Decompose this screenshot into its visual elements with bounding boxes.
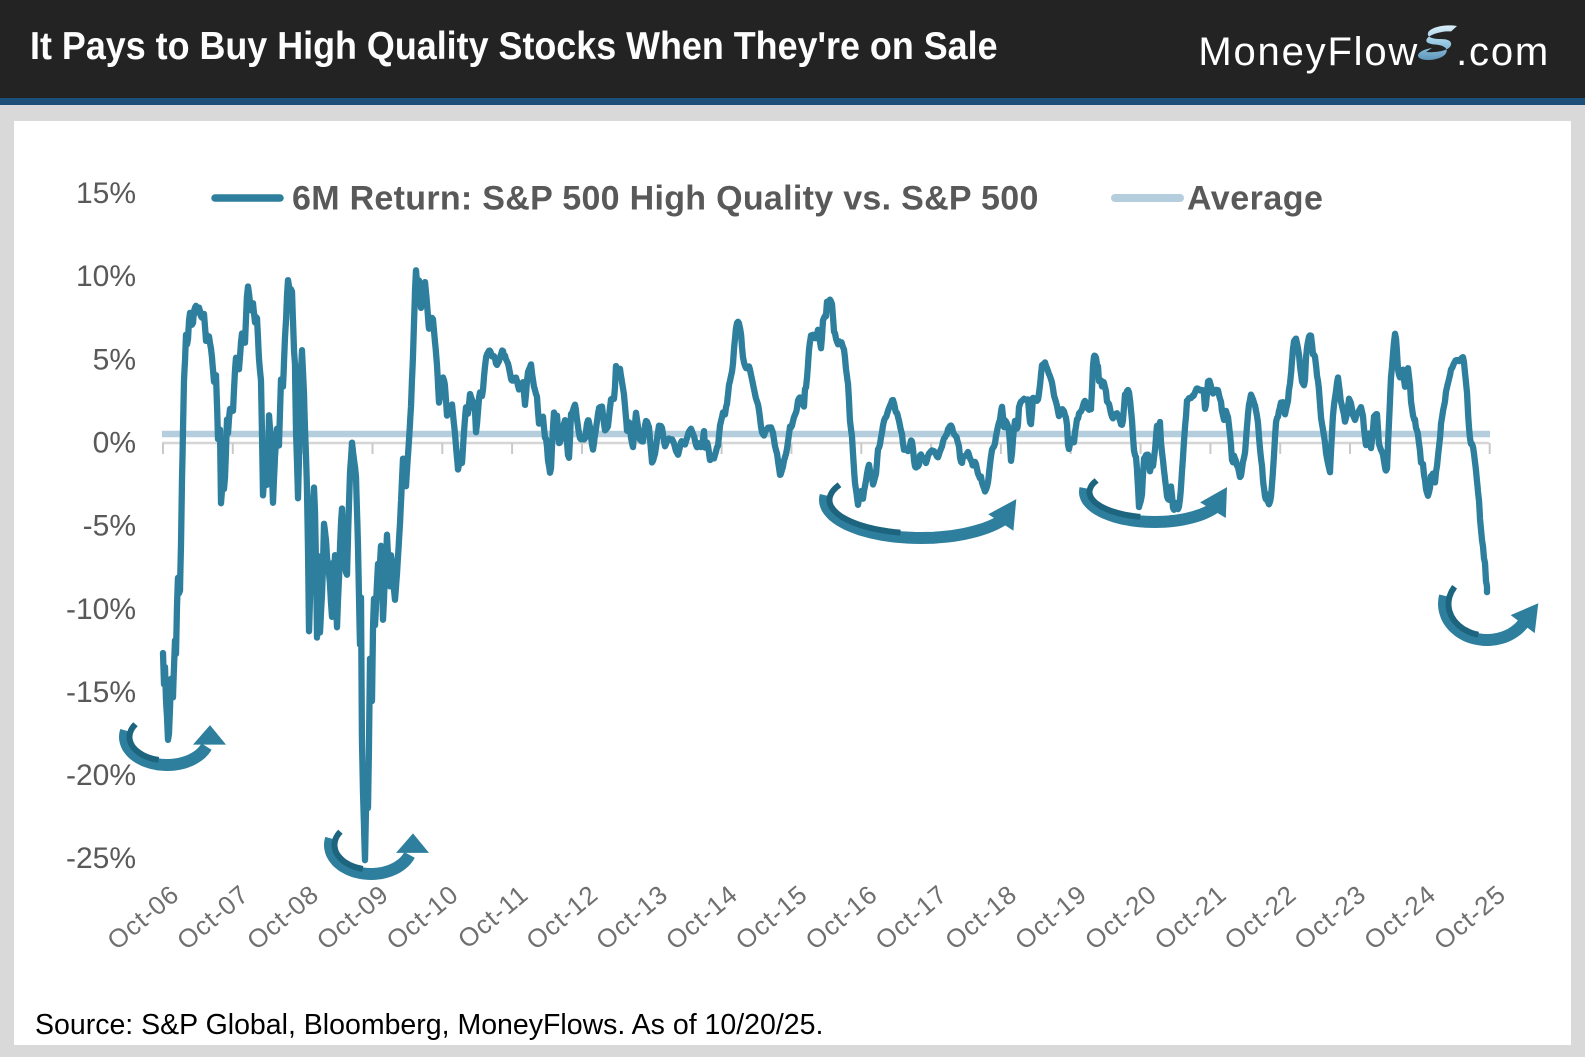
svg-text:Oct-13: Oct-13 [590,879,674,956]
svg-text:Oct-06: Oct-06 [101,879,185,956]
svg-text:-20%: -20% [66,759,136,792]
svg-text:-15%: -15% [66,676,136,709]
svg-text:Oct-08: Oct-08 [241,879,325,956]
svg-text:Oct-19: Oct-19 [1009,879,1093,956]
svg-text:-10%: -10% [66,593,136,626]
svg-text:-25%: -25% [66,842,136,875]
svg-text:Oct-21: Oct-21 [1149,879,1233,956]
svg-text:Oct-10: Oct-10 [381,879,465,956]
svg-text:0%: 0% [93,427,136,460]
svg-text:10%: 10% [76,260,136,293]
svg-text:15%: 15% [76,177,136,210]
svg-text:Oct-11: Oct-11 [452,879,534,955]
svg-text:Oct-22: Oct-22 [1218,879,1302,956]
svg-text:Oct-17: Oct-17 [869,879,953,956]
svg-text:Oct-24: Oct-24 [1358,879,1442,956]
svg-text:Oct-20: Oct-20 [1079,879,1163,956]
svg-text:5%: 5% [93,343,136,376]
svg-text:Oct-25: Oct-25 [1428,879,1512,956]
svg-text:Oct-14: Oct-14 [660,879,744,956]
svg-text:6M Return: S&P 500 High Qualit: 6M Return: S&P 500 High Quality vs. S&P … [292,180,1039,218]
svg-text:Oct-16: Oct-16 [800,879,884,956]
svg-text:Oct-18: Oct-18 [939,879,1023,956]
svg-text:Oct-23: Oct-23 [1288,879,1372,956]
svg-text:Oct-12: Oct-12 [520,879,604,956]
svg-text:Oct-09: Oct-09 [311,879,395,956]
svg-text:Oct-07: Oct-07 [171,879,255,956]
svg-text:-5%: -5% [83,510,136,543]
svg-text:Average: Average [1187,180,1323,218]
svg-text:Oct-15: Oct-15 [730,879,814,956]
